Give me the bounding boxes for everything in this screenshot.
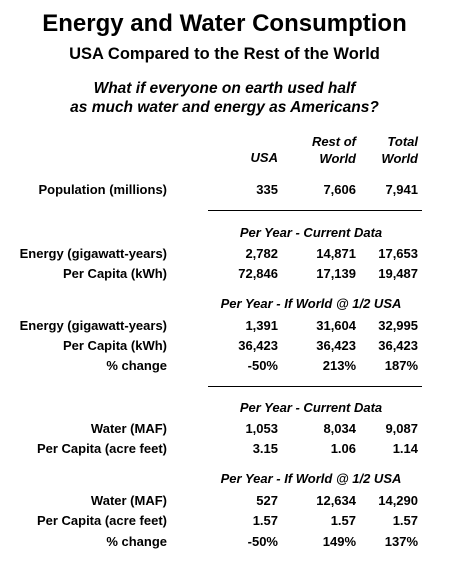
row-label: Energy (gigawatt-years) bbox=[19, 318, 167, 333]
divider bbox=[208, 210, 422, 211]
energy-current-heading: Per Year - Current Data bbox=[239, 225, 383, 240]
row-label: Water (MAF) bbox=[90, 493, 167, 508]
row-label: Per Capita (kWh) bbox=[62, 338, 167, 353]
row-label: Per Capita (acre feet) bbox=[36, 441, 167, 456]
cell-usa: 72,846 bbox=[238, 266, 278, 281]
cell-usa: 1,391 bbox=[245, 318, 278, 333]
row-label: % change bbox=[106, 358, 167, 373]
cell-usa: 3.15 bbox=[252, 441, 278, 456]
cell-total: 36,423 bbox=[378, 338, 418, 353]
cell-rest: 36,423 bbox=[316, 338, 356, 353]
divider bbox=[208, 386, 422, 387]
cell-usa: 1,053 bbox=[245, 421, 278, 436]
cell-usa: 2,782 bbox=[245, 246, 278, 261]
cell-rest: 12,634 bbox=[316, 493, 356, 508]
cell-total: 137% bbox=[384, 534, 418, 549]
cell-rest: 31,604 bbox=[316, 318, 356, 333]
cell-total: 14,290 bbox=[378, 493, 418, 508]
population-rest: 7,606 bbox=[323, 182, 356, 197]
population-total: 7,941 bbox=[385, 182, 418, 197]
col-header-rest-line2: World bbox=[319, 151, 356, 166]
water-half-heading: Per Year - If World @ 1/2 USA bbox=[220, 471, 402, 486]
cell-usa: -50% bbox=[247, 534, 278, 549]
row-label: Per Capita (acre feet) bbox=[36, 513, 167, 528]
cell-total: 9,087 bbox=[385, 421, 418, 436]
cell-usa: -50% bbox=[247, 358, 278, 373]
cell-rest: 8,034 bbox=[323, 421, 356, 436]
cell-total: 32,995 bbox=[378, 318, 418, 333]
cell-rest: 14,871 bbox=[316, 246, 356, 261]
cell-total: 1.57 bbox=[392, 513, 418, 528]
cell-total: 1.14 bbox=[392, 441, 418, 456]
cell-usa: 1.57 bbox=[252, 513, 278, 528]
cell-rest: 1.57 bbox=[330, 513, 356, 528]
cell-rest: 17,139 bbox=[316, 266, 356, 281]
row-label: Energy (gigawatt-years) bbox=[19, 246, 167, 261]
col-header-rest-line1: Rest of bbox=[311, 134, 356, 149]
cell-total: 19,487 bbox=[378, 266, 418, 281]
cell-total: 187% bbox=[384, 358, 418, 373]
question-line-1: What if everyone on earth used half bbox=[93, 80, 356, 97]
col-header-usa: USA bbox=[250, 150, 278, 165]
cell-rest: 213% bbox=[322, 358, 356, 373]
page-title: Energy and Water Consumption bbox=[42, 10, 407, 37]
question-line-2: as much water and energy as Americans? bbox=[70, 99, 379, 116]
row-label: Per Capita (kWh) bbox=[62, 266, 167, 281]
row-label: % change bbox=[106, 534, 167, 549]
cell-usa: 36,423 bbox=[238, 338, 278, 353]
water-current-heading: Per Year - Current Data bbox=[239, 400, 383, 415]
row-label: Water (MAF) bbox=[90, 421, 167, 436]
cell-total: 17,653 bbox=[378, 246, 418, 261]
cell-rest: 1.06 bbox=[330, 441, 356, 456]
population-label: Population (millions) bbox=[38, 182, 167, 197]
cell-rest: 149% bbox=[322, 534, 356, 549]
page-subtitle: USA Compared to the Rest of the World bbox=[69, 45, 380, 63]
col-header-total-line1: Total bbox=[387, 134, 418, 149]
energy-half-heading: Per Year - If World @ 1/2 USA bbox=[220, 296, 402, 311]
col-header-total-line2: World bbox=[381, 151, 418, 166]
cell-usa: 527 bbox=[256, 493, 278, 508]
population-usa: 335 bbox=[256, 182, 278, 197]
